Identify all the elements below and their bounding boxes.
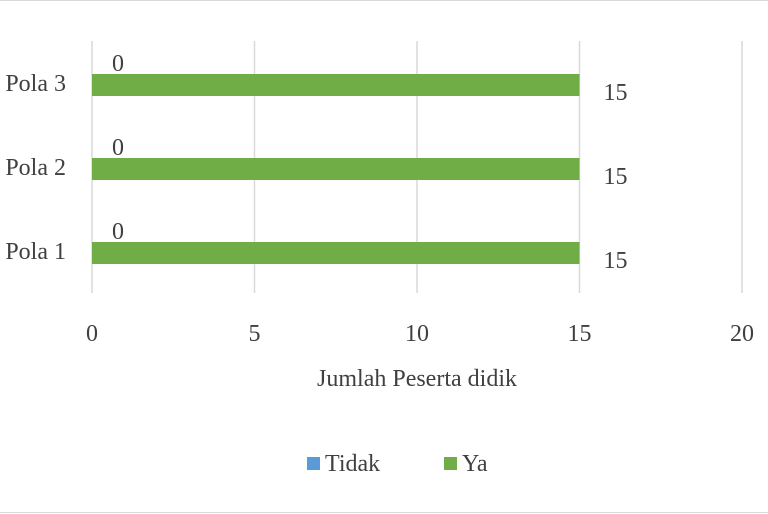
category-labels: Pola 1 Pola 2 Pola 3 bbox=[5, 71, 66, 265]
bar-ya-2 bbox=[92, 158, 580, 180]
bar-ya-1 bbox=[92, 242, 580, 264]
data-label-tidak-1: 0 bbox=[112, 219, 124, 245]
bars bbox=[92, 74, 580, 264]
category-label: Pola 2 bbox=[5, 155, 66, 181]
x-axis-title: Jumlah Peserta didik bbox=[317, 366, 517, 392]
x-tick-label: 15 bbox=[568, 321, 592, 347]
legend-swatch-tidak bbox=[307, 457, 320, 470]
legend-label-ya: Ya bbox=[462, 451, 488, 477]
data-label-ya-1: 15 bbox=[604, 248, 628, 274]
x-tick-label: 20 bbox=[730, 321, 754, 347]
legend: Tidak Ya bbox=[307, 451, 488, 477]
legend-swatch-ya bbox=[444, 457, 457, 470]
bar-ya-3 bbox=[92, 74, 580, 96]
x-tick-labels: 0 5 10 15 20 bbox=[86, 321, 754, 347]
x-tick-label: 0 bbox=[86, 321, 98, 347]
legend-label-tidak: Tidak bbox=[325, 451, 380, 477]
data-label-ya-3: 15 bbox=[604, 80, 628, 106]
data-label-tidak-2: 0 bbox=[112, 135, 124, 161]
data-label-ya-2: 15 bbox=[604, 164, 628, 190]
data-label-tidak-3: 0 bbox=[112, 51, 124, 77]
x-tick-label: 5 bbox=[249, 321, 261, 347]
x-tick-label: 10 bbox=[405, 321, 429, 347]
category-label: Pola 1 bbox=[5, 239, 66, 265]
data-labels: 0 15 0 15 0 15 bbox=[112, 51, 628, 274]
category-label: Pola 3 bbox=[5, 71, 66, 97]
